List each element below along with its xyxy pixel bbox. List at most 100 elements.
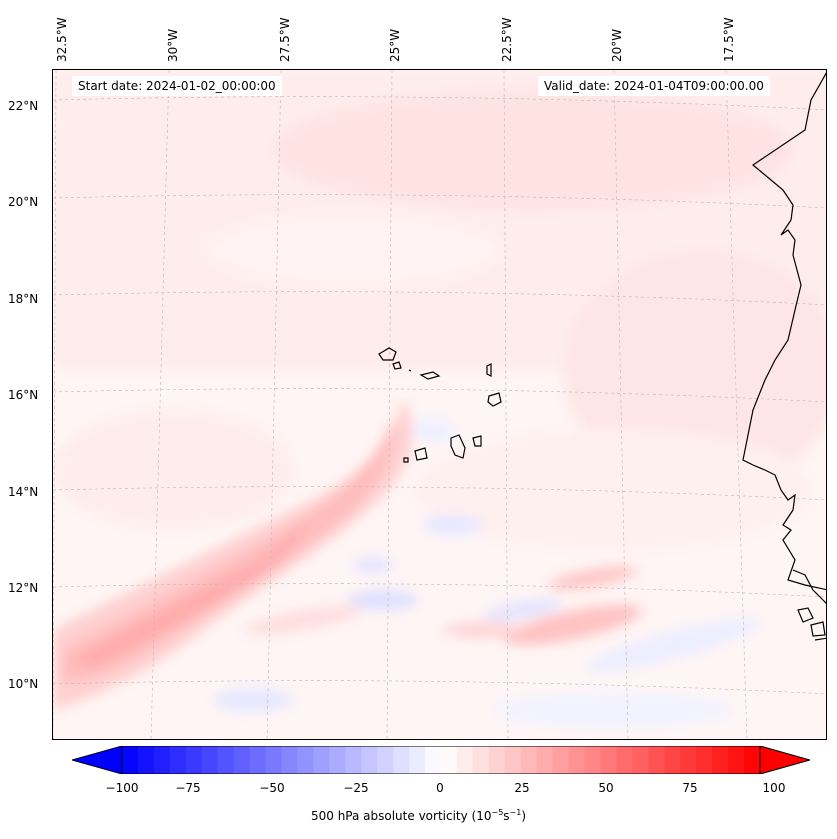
- island-santiago: [450, 434, 466, 459]
- colorbar-cell: [632, 746, 649, 774]
- colorbar-cell: [504, 746, 522, 774]
- vorticity-field: [53, 70, 826, 728]
- positive-streak: [504, 605, 642, 645]
- field-patch: [563, 250, 826, 490]
- negative-streak: [213, 688, 293, 712]
- lon-label-25w: 25°W: [388, 28, 402, 62]
- colorbar-cell: [536, 746, 554, 774]
- colorbar-cell: [185, 746, 203, 774]
- gridlines: [53, 70, 826, 739]
- island-sao-vicente: [392, 361, 402, 370]
- colorbar-cell: [441, 746, 458, 774]
- colorbar-cell: [137, 746, 155, 774]
- colorbar-cell: [201, 746, 219, 774]
- positive-streak: [243, 605, 363, 635]
- colorbar-cell: [616, 746, 633, 774]
- colorbar-cell: [153, 746, 171, 774]
- colorbar-cell: [409, 746, 426, 774]
- colorbar-cell: [472, 746, 490, 774]
- colorbar-cell: [552, 746, 570, 774]
- island-small: [408, 369, 412, 372]
- negative-streak: [353, 557, 393, 573]
- map-panel: [52, 69, 827, 740]
- field-patch: [273, 90, 793, 210]
- island-maio: [472, 435, 482, 447]
- field-patch: [203, 210, 503, 290]
- colorbar-tick: 0: [436, 781, 444, 795]
- island-brava: [403, 457, 409, 463]
- colorbar-cell: [217, 746, 235, 774]
- lat-label-16n: 16°N: [8, 388, 39, 402]
- lon-label-32-5w: 32.5°W: [55, 17, 69, 62]
- colorbar-cell: [696, 746, 713, 774]
- colorbar-tick: −100: [105, 781, 139, 795]
- colorbar-cell: [680, 746, 697, 774]
- colorbar-cell: [122, 746, 139, 774]
- valid-date-label: Valid_date: 2024-01-04T09:00:00.00: [538, 76, 770, 96]
- colorbar-cell: [600, 746, 617, 774]
- colorbar-cell: [584, 746, 601, 774]
- colorbar-tick: 75: [682, 781, 698, 795]
- positive-streak: [443, 622, 523, 638]
- colorbar-cell: [744, 746, 761, 774]
- positive-streak: [548, 566, 638, 590]
- colorbar-cell: [329, 746, 346, 774]
- island-fogo: [414, 447, 428, 461]
- colorbar-tick: −75: [175, 781, 201, 795]
- colorbar-cell: [393, 746, 410, 774]
- colorbar-cell: [456, 746, 474, 774]
- lon-label-17-5w: 17.5°W: [722, 17, 736, 62]
- colorbar-tick: 50: [598, 781, 614, 795]
- colorbar-outline: [121, 746, 761, 774]
- colorbar-cell: [281, 746, 298, 774]
- colorbar-label: 500 hPa absolute vorticity (10−5s−1): [310, 808, 527, 823]
- colorbar-cell: [648, 746, 665, 774]
- island-sao-nicolau: [419, 371, 441, 380]
- colorbar-cell: [377, 746, 394, 774]
- colorbar-cell: [313, 746, 330, 774]
- colorbar-tick: −50: [259, 781, 285, 795]
- coastline-islands-south: [797, 607, 814, 623]
- colorbar-cell: [488, 746, 506, 774]
- island-sal: [486, 363, 492, 377]
- colorbar-cell: [520, 746, 538, 774]
- colorbar-cell: [728, 746, 745, 774]
- island-boa-vista: [487, 392, 502, 407]
- positive-band-core: [73, 520, 303, 668]
- colorbar-cell: [712, 746, 729, 774]
- island-santo-antao: [378, 347, 397, 361]
- lat-label-14n: 14°N: [8, 485, 39, 499]
- colorbar-cell: [568, 746, 586, 774]
- coastlines: [378, 72, 826, 641]
- negative-streak: [483, 599, 563, 621]
- colorbar-tick: −25: [343, 781, 369, 795]
- negative-streak: [411, 418, 455, 442]
- lat-label-18n: 18°N: [8, 292, 39, 306]
- colorbar-extend-max: [759, 746, 810, 774]
- field-patch: [413, 430, 813, 550]
- colorbar-extend-min: [72, 746, 123, 774]
- lat-label-22n: 22°N: [8, 99, 39, 113]
- vorticity-map: [53, 70, 826, 739]
- positive-band-mid: [63, 420, 394, 682]
- lon-label-22-5w: 22.5°W: [500, 17, 514, 62]
- lat-label-10n: 10°N: [8, 677, 39, 691]
- colorbar-cell: [361, 746, 378, 774]
- field-patch: [53, 410, 293, 530]
- negative-streak: [423, 515, 483, 535]
- colorbar-cells: [122, 746, 761, 774]
- colorbar-cell: [265, 746, 282, 774]
- lon-label-27-5w: 27.5°W: [278, 17, 292, 62]
- lon-label-30w: 30°W: [166, 28, 180, 62]
- colorbar-tick: 25: [514, 781, 530, 795]
- negative-streak: [348, 590, 418, 610]
- colorbar-cell: [249, 746, 267, 774]
- colorbar-cell: [169, 746, 187, 774]
- colorbar-cell: [664, 746, 681, 774]
- negative-streak: [493, 692, 733, 728]
- colorbar-cell: [425, 746, 442, 774]
- lat-label-20n: 20°N: [8, 195, 39, 209]
- lon-label-20w: 20°W: [610, 28, 624, 62]
- colorbar-cell: [233, 746, 251, 774]
- colorbar: [72, 746, 810, 774]
